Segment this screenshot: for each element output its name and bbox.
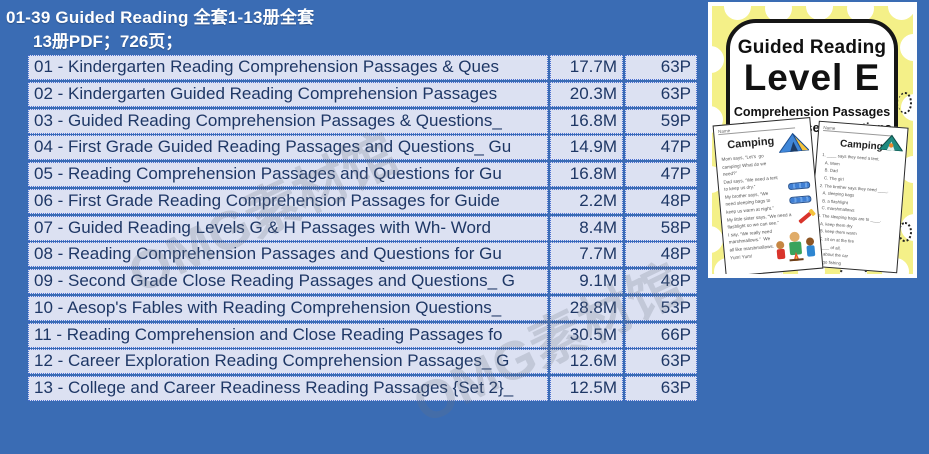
file-row[interactable]: 05 - Reading Comprehension Passages and … xyxy=(28,162,700,188)
file-pages-cell: 63P xyxy=(625,376,697,402)
file-name-cell: 09 - Second Grade Close Reading Passages… xyxy=(28,269,548,295)
file-row[interactable]: 04 - First Grade Guided Reading Passages… xyxy=(28,135,700,161)
file-row[interactable]: 10 - Aesop's Fables with Reading Compreh… xyxy=(28,295,700,321)
file-size-cell: 9.1M xyxy=(550,269,623,295)
file-row[interactable]: 11 - Reading Comprehension and Close Rea… xyxy=(28,322,700,348)
file-pages-cell: 59P xyxy=(625,108,697,134)
polka-dot xyxy=(806,6,833,20)
cover-image: Guided Reading Level E Comprehension Pas… xyxy=(708,2,917,278)
file-name-cell: 03 - Guided Reading Comprehension Passag… xyxy=(28,108,548,134)
worksheet-title: Camping xyxy=(839,138,884,153)
file-name-cell: 04 - First Grade Guided Reading Passages… xyxy=(28,135,548,161)
file-row[interactable]: 13 - College and Career Readiness Readin… xyxy=(28,376,700,402)
file-list: 01 - Kindergarten Reading Comprehension … xyxy=(28,55,700,403)
file-name-cell: 05 - Reading Comprehension Passages and … xyxy=(28,162,548,188)
file-size-cell: 30.5M xyxy=(550,322,623,348)
file-name-cell: 11 - Reading Comprehension and Close Rea… xyxy=(28,322,548,348)
file-pages-cell: 48P xyxy=(625,242,697,268)
file-pages-cell: 63P xyxy=(625,81,697,107)
file-name-cell: 10 - Aesop's Fables with Reading Compreh… xyxy=(28,295,548,321)
file-name-cell: 13 - College and Career Readiness Readin… xyxy=(28,376,548,402)
file-pages-cell: 48P xyxy=(625,269,697,295)
polka-dot xyxy=(847,6,874,22)
file-pages-cell: 53P xyxy=(625,295,697,321)
file-row[interactable]: 06 - First Grade Reading Comprehension P… xyxy=(28,188,700,214)
worksheet-questions-page: Name Camping 1. ____ says they need a te… xyxy=(807,120,909,274)
file-size-cell: 20.3M xyxy=(550,81,623,107)
file-name-cell: 01 - Kindergarten Reading Comprehension … xyxy=(28,55,548,80)
cover-background: Guided Reading Level E Comprehension Pas… xyxy=(712,6,913,274)
page-title: 01-39 Guided Reading 全套1-13册全套 xyxy=(6,8,315,27)
file-row[interactable]: 09 - Second Grade Close Reading Passages… xyxy=(28,269,700,295)
file-name-cell: 12 - Career Exploration Reading Comprehe… xyxy=(28,349,548,375)
polka-dot xyxy=(900,34,913,61)
file-name-cell: 02 - Kindergarten Guided Reading Compreh… xyxy=(28,81,548,107)
file-pages-cell: 63P xyxy=(625,55,697,80)
tent-icon xyxy=(777,130,811,158)
file-pages-cell: 47P xyxy=(625,135,697,161)
polka-dot xyxy=(712,106,723,133)
polka-dot xyxy=(888,6,913,20)
file-pages-cell: 63P xyxy=(625,349,697,375)
file-row[interactable]: 03 - Guided Reading Comprehension Passag… xyxy=(28,108,700,134)
file-row[interactable]: 02 - Kindergarten Guided Reading Compreh… xyxy=(28,81,700,107)
file-size-cell: 16.8M xyxy=(550,108,623,134)
cover-subtitle-1: Comprehension Passages xyxy=(733,104,891,119)
cover-level: Level E xyxy=(743,57,881,98)
worksheet-title: Camping xyxy=(726,135,775,152)
polka-dot xyxy=(712,46,724,73)
file-size-cell: 12.6M xyxy=(550,349,623,375)
worksheet-passage-page: Name Camping Mom says, “Let's go camping!… xyxy=(712,117,824,274)
file-row[interactable]: 01 - Kindergarten Reading Comprehension … xyxy=(28,55,700,80)
cover-heading: Guided Reading xyxy=(737,37,887,58)
file-name-cell: 08 - Reading Comprehension Passages and … xyxy=(28,242,548,268)
file-row[interactable]: 07 - Guided Reading Levels G & H Passage… xyxy=(28,215,700,241)
polka-dot xyxy=(765,6,792,22)
file-size-cell: 7.7M xyxy=(550,242,623,268)
file-pages-cell: 47P xyxy=(625,162,697,188)
file-size-cell: 12.5M xyxy=(550,376,623,402)
file-name-cell: 07 - Guided Reading Levels G & H Passage… xyxy=(28,215,548,241)
file-row[interactable]: 12 - Career Exploration Reading Comprehe… xyxy=(28,349,700,375)
file-size-cell: 8.4M xyxy=(550,215,623,241)
file-size-cell: 16.8M xyxy=(550,162,623,188)
file-size-cell: 14.9M xyxy=(550,135,623,161)
file-row[interactable]: 08 - Reading Comprehension Passages and … xyxy=(28,242,700,268)
polka-dot xyxy=(724,6,751,20)
file-name-cell: 06 - First Grade Reading Comprehension P… xyxy=(28,188,548,214)
file-pages-cell: 66P xyxy=(625,322,697,348)
file-size-cell: 28.8M xyxy=(550,295,623,321)
tent-icon xyxy=(877,134,904,157)
file-size-cell: 2.2M xyxy=(550,188,623,214)
file-pages-cell: 58P xyxy=(625,215,697,241)
stitch-mark xyxy=(898,92,912,114)
file-pages-cell: 48P xyxy=(625,188,697,214)
polka-dot xyxy=(712,226,723,253)
file-size-cell: 17.7M xyxy=(550,55,623,80)
page-subtitle: 13册PDF；726页； xyxy=(33,32,183,51)
questions-text: 1. ____ says they need a tent. A. Mom B.… xyxy=(813,151,905,273)
campfire-kids-illustration xyxy=(771,226,820,269)
